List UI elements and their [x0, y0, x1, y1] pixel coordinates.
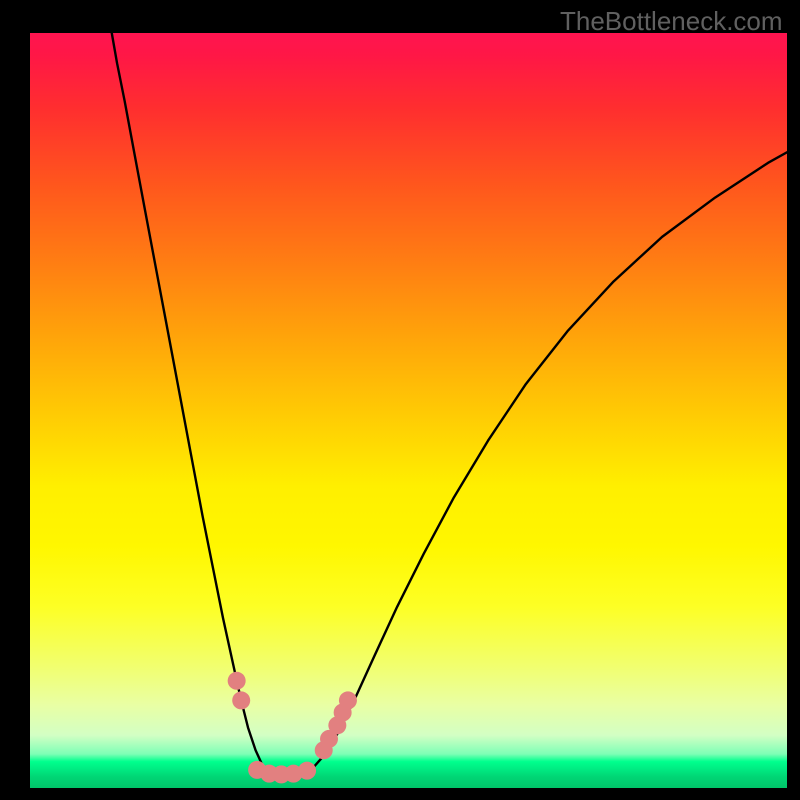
watermark-text: TheBottleneck.com	[560, 6, 783, 37]
chart-svg	[30, 33, 787, 788]
data-marker	[228, 672, 246, 690]
gradient-background	[30, 33, 787, 788]
plot-area	[30, 33, 787, 788]
chart-root: TheBottleneck.com	[0, 0, 800, 800]
data-marker	[232, 691, 250, 709]
data-marker	[298, 762, 316, 780]
data-marker	[339, 691, 357, 709]
